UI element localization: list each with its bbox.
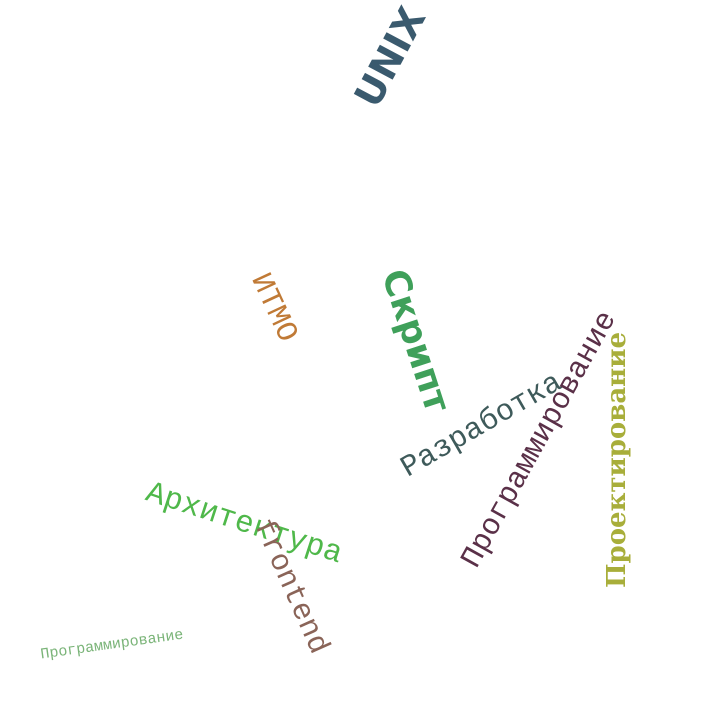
- word-proektirovanie: Проектирование: [602, 331, 632, 589]
- word-unix: UNIX: [345, 0, 435, 115]
- word-script: Скрипт: [373, 264, 458, 418]
- word-programmirovanie-small: Программирование: [39, 626, 185, 664]
- word-arhitektura: Архитектура: [141, 475, 347, 573]
- word-itmo: ИТМО: [242, 268, 304, 348]
